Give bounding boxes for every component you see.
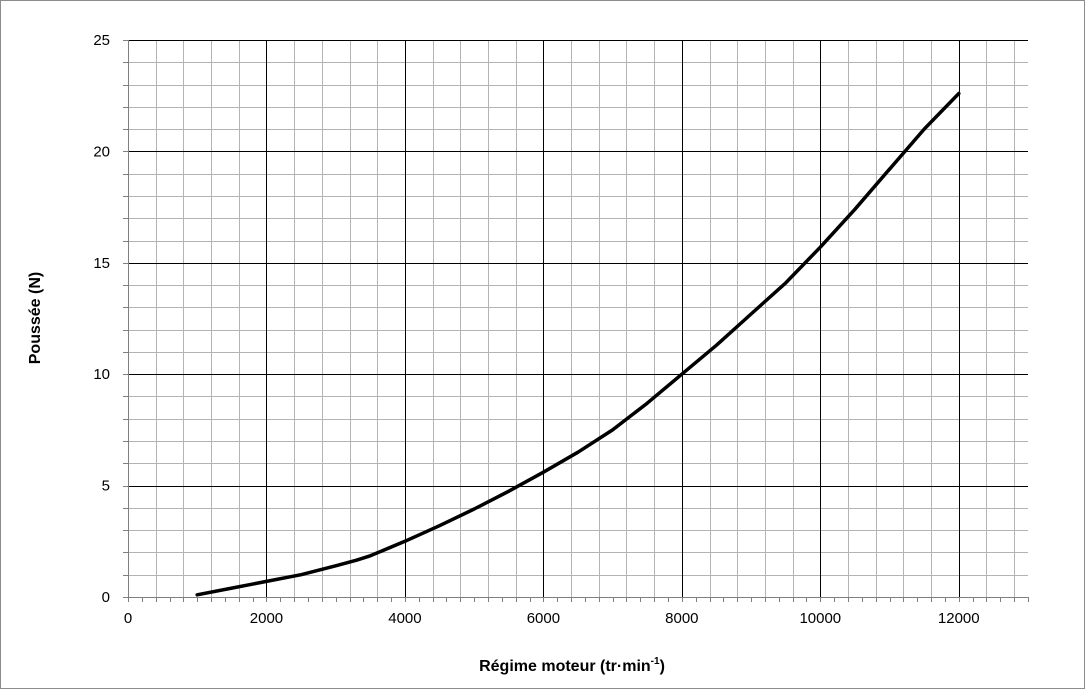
x-tick-label: 0 [124,610,132,627]
y-tick-label: 25 [93,32,110,49]
y-tick-label: 5 [102,478,110,495]
x-tick-label: 8000 [665,610,698,627]
x-axis-title-superscript: -1 [651,656,660,667]
x-tick-label: 6000 [527,610,560,627]
x-tick-label: 10000 [799,610,841,627]
axes [123,40,1029,602]
y-tick-label: 15 [93,255,110,272]
x-axis-title-main: Régime moteur (tr·min [479,658,651,675]
y-axis-title: Poussée (N) [27,272,44,364]
y-tick-label: 20 [93,143,110,160]
y-tick-label: 10 [93,366,110,383]
x-tick-label: 4000 [388,610,421,627]
y-tick-label: 0 [102,589,110,606]
x-tick-label: 12000 [938,610,980,627]
minor-gridlines [128,40,1028,597]
x-axis-title: Régime moteur (tr·min-1) [479,656,665,675]
series-line-1 [195,91,961,597]
y-tick-labels: 0 5 10 15 20 25 [93,32,110,606]
x-tick-label: 2000 [250,610,283,627]
x-axis-title-end: ) [660,658,665,675]
series-group [195,91,961,597]
major-gridlines [123,40,1028,597]
x-tick-labels: 0 2000 4000 6000 8000 10000 12000 [124,610,980,627]
